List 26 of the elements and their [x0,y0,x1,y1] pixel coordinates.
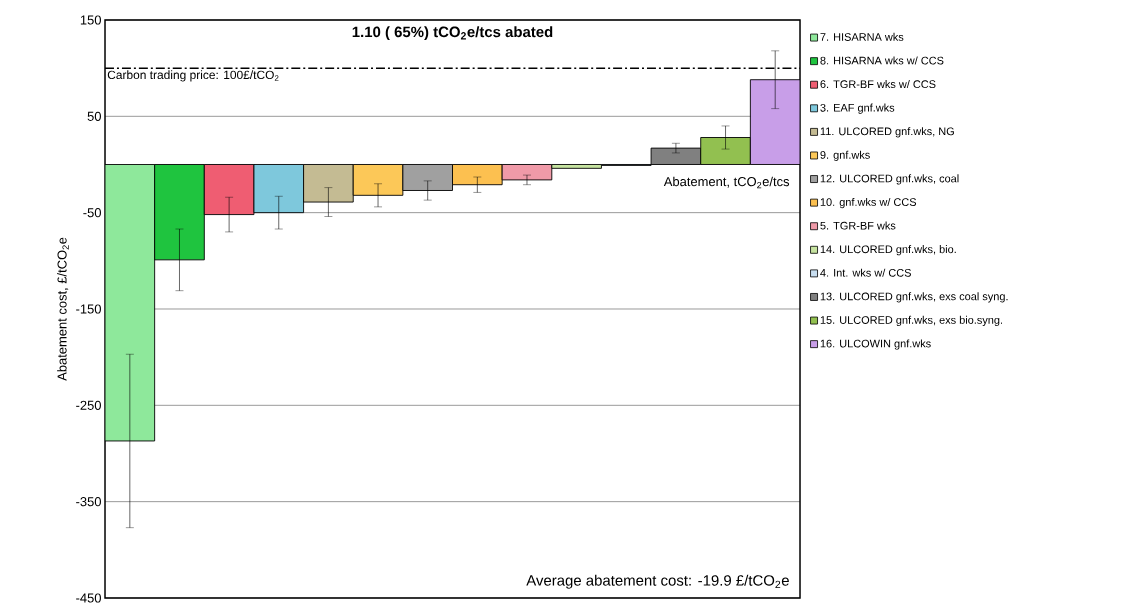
annotation: Average abatement cost: -19.9 £/tCO$_{2}$e [526,574,789,589]
x-axis-title: Abatement, tCO$_{2}$e/tcs [663,176,790,189]
y-tick-label: 50 [87,111,101,121]
legend-label: 10. gnf.wks w/ CCS [820,197,917,209]
legend-label: 7. HISARNA wks [820,32,904,41]
legend-label: 13. ULCORED gnf.wks, exs coal syng. [820,292,1008,303]
legend-label: 11. ULCORED gnf.wks, NG [820,127,954,138]
y-tick-label: -150 [76,304,101,314]
legend-label: 3. EAF gnf.wks [820,103,895,114]
y-tick-label: -350 [76,497,101,507]
y-tick-label: 150 [80,15,101,25]
y-tick-label: -250 [76,400,101,410]
legend-label: 6. TGR-BF wks w/ CCS [820,80,936,89]
legend-label: 12. ULCORED gnf.wks, coal [820,174,959,185]
legend-label: 5. TGR-BF wks [820,221,896,230]
legend-label: 14. ULCORED gnf.wks, bio. [820,245,956,256]
legend-label: 8. HISARNA wks w/ CCS [820,56,944,65]
ref-line-label: Carbon trading price: 100£/tCO$_{2}$ [107,70,279,82]
legend-label: 4. Int. wks w/ CCS [820,268,911,277]
chart-title: 1.10 ( 65%) tCO$_{2}$e/tcs abated [352,26,553,41]
legend-label: 15. ULCORED gnf.wks, exs bio.syng. [820,315,1003,327]
y-tick-label: -450 [76,593,101,603]
legend-label: 9. gnf.wks [820,150,870,161]
legend-label: 16. ULCOWIN gnf.wks [820,339,931,350]
y-axis-title: Abatement cost, £/tCO$_{2}$e [57,237,69,381]
y-tick-label: -50 [83,208,101,218]
